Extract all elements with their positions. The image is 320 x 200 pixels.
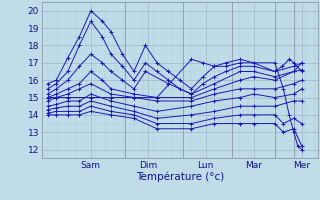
X-axis label: Température (°c): Température (°c)	[136, 171, 224, 182]
